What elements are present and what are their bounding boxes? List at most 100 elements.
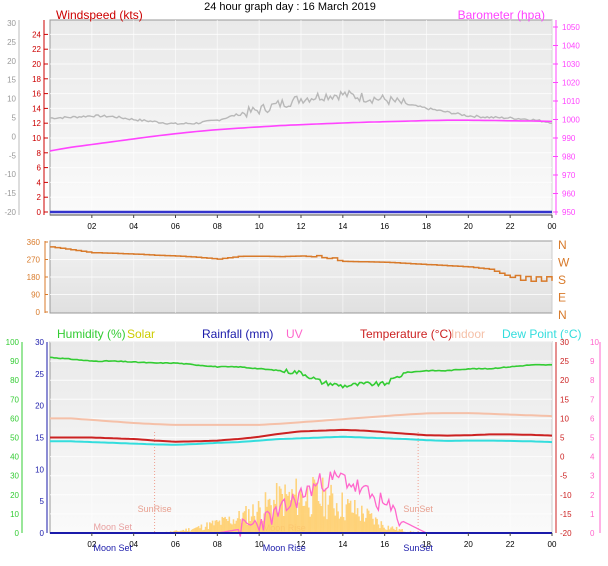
solar-bar (248, 509, 250, 533)
temperature-tick-label: -15 (560, 510, 572, 519)
solar-bar (223, 518, 225, 533)
legend-entry: Solar (127, 327, 155, 341)
solar-bar (337, 511, 339, 533)
temperature-tick-label: 15 (560, 395, 569, 404)
uv-tick-label: 9 (590, 357, 595, 366)
uv-tick-label: 1 (590, 510, 595, 519)
solar-bar (307, 487, 309, 533)
compass-label: N (558, 238, 567, 252)
barometer-tick-label: 980 (562, 153, 576, 162)
solar-bar (343, 517, 345, 533)
windspeed-axis-label: Windspeed (kts) (56, 8, 143, 22)
solar-bar (286, 494, 288, 533)
barometer-axis-label: Barometer (hpa) (458, 8, 545, 22)
x-tick-label: 08 (213, 222, 222, 231)
barometer-tick-label: 990 (562, 134, 576, 143)
solar-bar (335, 516, 337, 533)
solar-bar (346, 504, 348, 533)
x-tick-label: 20 (464, 222, 473, 231)
solar-bar (321, 506, 323, 533)
x-tick-label: 14 (338, 540, 347, 549)
solar-bar (247, 525, 249, 533)
wind-outer-tick-label: 10 (7, 95, 16, 104)
solar-bar (326, 519, 328, 533)
compass-label: E (558, 291, 566, 305)
solar-bar (230, 523, 232, 533)
humidity-tick-label: 80 (10, 376, 19, 385)
temperature-tick-label: -10 (560, 491, 572, 500)
solar-bar (216, 520, 218, 533)
solar-bar (252, 504, 254, 533)
solar-bar (245, 506, 247, 533)
x-tick-label: 06 (171, 222, 180, 231)
x-tick-label: 20 (464, 540, 473, 549)
barometer-tick-label: 1040 (562, 42, 580, 51)
rainfall-tick-label: 30 (35, 338, 44, 347)
solar-bar (362, 514, 364, 534)
solar-bar (333, 508, 335, 533)
rainfall-tick-label: 0 (40, 529, 45, 538)
temperature-tick-label: -5 (560, 472, 568, 481)
solar-bar (210, 523, 212, 533)
barometer-tick-label: 970 (562, 171, 576, 180)
solar-bar (201, 525, 203, 534)
solar-bar (311, 514, 313, 533)
rainfall-tick-label: 10 (35, 465, 44, 474)
wind-outer-tick-label: -5 (9, 151, 17, 160)
legend-entry: Dew Point (°C) (502, 327, 581, 341)
direction-tick-label: 0 (36, 308, 41, 317)
barometer-tick-label: 1050 (562, 23, 580, 32)
x-tick-label: 16 (380, 540, 389, 549)
solar-bar (301, 494, 303, 533)
x-tick-label: 22 (506, 540, 515, 549)
x-tick-label: 04 (129, 222, 138, 231)
solar-bar (309, 517, 311, 533)
legend-entry: Humidity (%) (57, 327, 126, 341)
direction-tick-label: 180 (27, 273, 41, 282)
solar-bar (378, 525, 380, 534)
solar-bar (369, 514, 371, 533)
humidity-tick-label: 30 (10, 472, 19, 481)
solar-bar (231, 524, 233, 533)
temperature-tick-label: 30 (560, 338, 569, 347)
rainfall-tick-label: 25 (35, 370, 44, 379)
solar-bar (341, 493, 343, 534)
windspeed-tick-label: 20 (32, 60, 41, 69)
windspeed-tick-label: 22 (32, 45, 41, 54)
solar-bar (355, 514, 357, 533)
solar-bar (242, 513, 244, 533)
solar-bar (302, 506, 304, 533)
x-tick-label: 00 (548, 222, 557, 231)
windspeed-tick-label: 6 (37, 164, 42, 173)
solar-bar (376, 519, 378, 533)
solar-bar (348, 503, 350, 533)
solar-bar (357, 508, 359, 533)
solar-bar (206, 522, 208, 533)
solar-bar (298, 503, 300, 534)
solar-bar (212, 521, 214, 533)
wind-outer-tick-label: -10 (4, 170, 16, 179)
solar-bar (368, 511, 370, 533)
humidity-tick-label: 10 (10, 510, 19, 519)
solar-bar (382, 525, 384, 533)
compass-label: W (558, 256, 570, 270)
solar-bar (340, 517, 342, 533)
solar-bar (328, 505, 330, 533)
direction-tick-label: 360 (27, 238, 41, 247)
solar-bar (372, 519, 374, 533)
sun-event-label: SunRise (138, 504, 172, 514)
x-tick-label: 00 (548, 540, 557, 549)
solar-bar (209, 522, 211, 533)
windspeed-tick-label: 16 (32, 90, 41, 99)
legend-entry: Temperature (°C) (360, 327, 452, 341)
solar-bar (381, 521, 383, 533)
